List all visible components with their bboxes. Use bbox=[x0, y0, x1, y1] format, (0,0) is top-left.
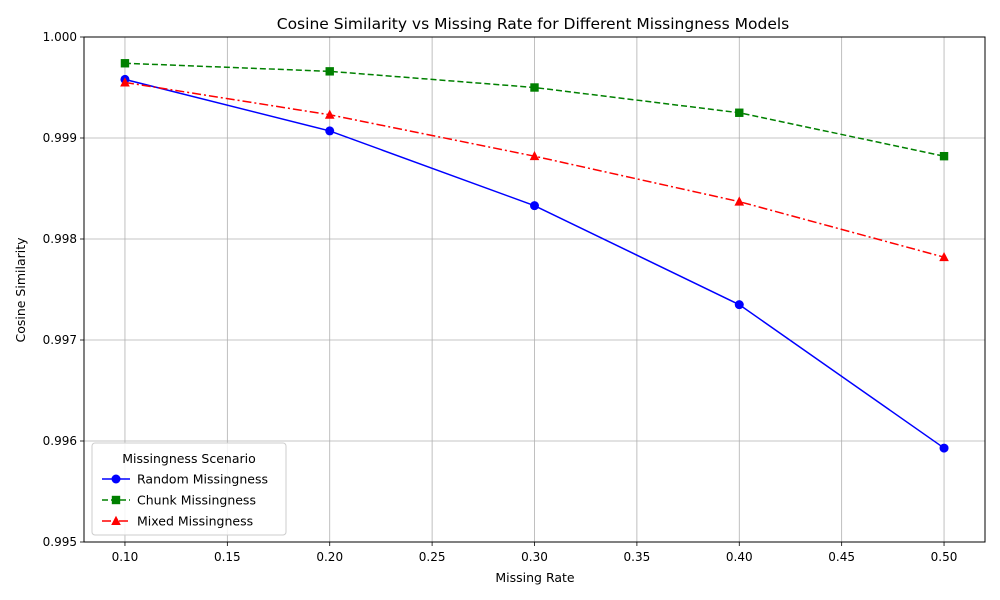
chart-title: Cosine Similarity vs Missing Rate for Di… bbox=[277, 15, 790, 33]
data-point bbox=[939, 443, 949, 453]
x-tick-label: 0.40 bbox=[726, 550, 753, 564]
y-tick-label: 0.996 bbox=[43, 434, 77, 448]
x-tick-label: 0.50 bbox=[931, 550, 958, 564]
legend-marker bbox=[111, 515, 121, 525]
data-point bbox=[530, 83, 539, 92]
y-tick-label: 1.000 bbox=[43, 30, 77, 44]
series-chunk-missingness bbox=[120, 59, 949, 161]
series-mixed-missingness bbox=[120, 77, 949, 262]
data-point bbox=[120, 59, 130, 68]
y-axis-title: Cosine Similarity bbox=[13, 237, 28, 343]
data-point bbox=[325, 126, 335, 136]
legend-label: Chunk Missingness bbox=[137, 493, 256, 508]
x-tick-label: 0.30 bbox=[521, 550, 548, 564]
data-point bbox=[530, 201, 539, 211]
data-point bbox=[734, 300, 744, 310]
data-point bbox=[324, 109, 335, 119]
data-point bbox=[939, 251, 949, 262]
legend-box bbox=[91, 442, 287, 536]
data-point bbox=[120, 77, 130, 87]
axes: 0.10 0.15 0.20 0.25 0.30 0.35 0.40 0.45 0.50 0.99… bbox=[43, 30, 958, 564]
legend-marker bbox=[111, 474, 121, 484]
y-tick-label: 0.998 bbox=[43, 232, 77, 246]
x-tick-label: 0.45 bbox=[828, 550, 855, 564]
legend-label: Random Missingness bbox=[137, 472, 268, 487]
legend-title: Missingness Scenario bbox=[122, 451, 256, 466]
data-point bbox=[939, 151, 949, 161]
data-point bbox=[325, 67, 334, 76]
y-tick-label: 0.997 bbox=[43, 333, 77, 347]
x-axis-title: Missing Rate bbox=[495, 570, 575, 585]
legend: Missingness Scenario Random Missingness Ch… bbox=[91, 442, 287, 536]
legend-marker bbox=[111, 495, 121, 505]
plot-series bbox=[120, 59, 949, 453]
legend-label: Mixed Missingness bbox=[137, 514, 253, 529]
y-tick-label: 0.995 bbox=[43, 535, 77, 549]
x-tick-label: 0.10 bbox=[112, 550, 139, 564]
x-tick-label: 0.35 bbox=[624, 550, 651, 564]
x-tick-label: 0.15 bbox=[214, 550, 241, 564]
data-point bbox=[735, 108, 744, 117]
y-tick-label: 0.999 bbox=[43, 131, 77, 145]
x-tick-label: 0.25 bbox=[419, 550, 446, 564]
data-point bbox=[734, 196, 745, 206]
x-tick-label: 0.20 bbox=[316, 550, 343, 564]
data-point bbox=[529, 150, 540, 161]
